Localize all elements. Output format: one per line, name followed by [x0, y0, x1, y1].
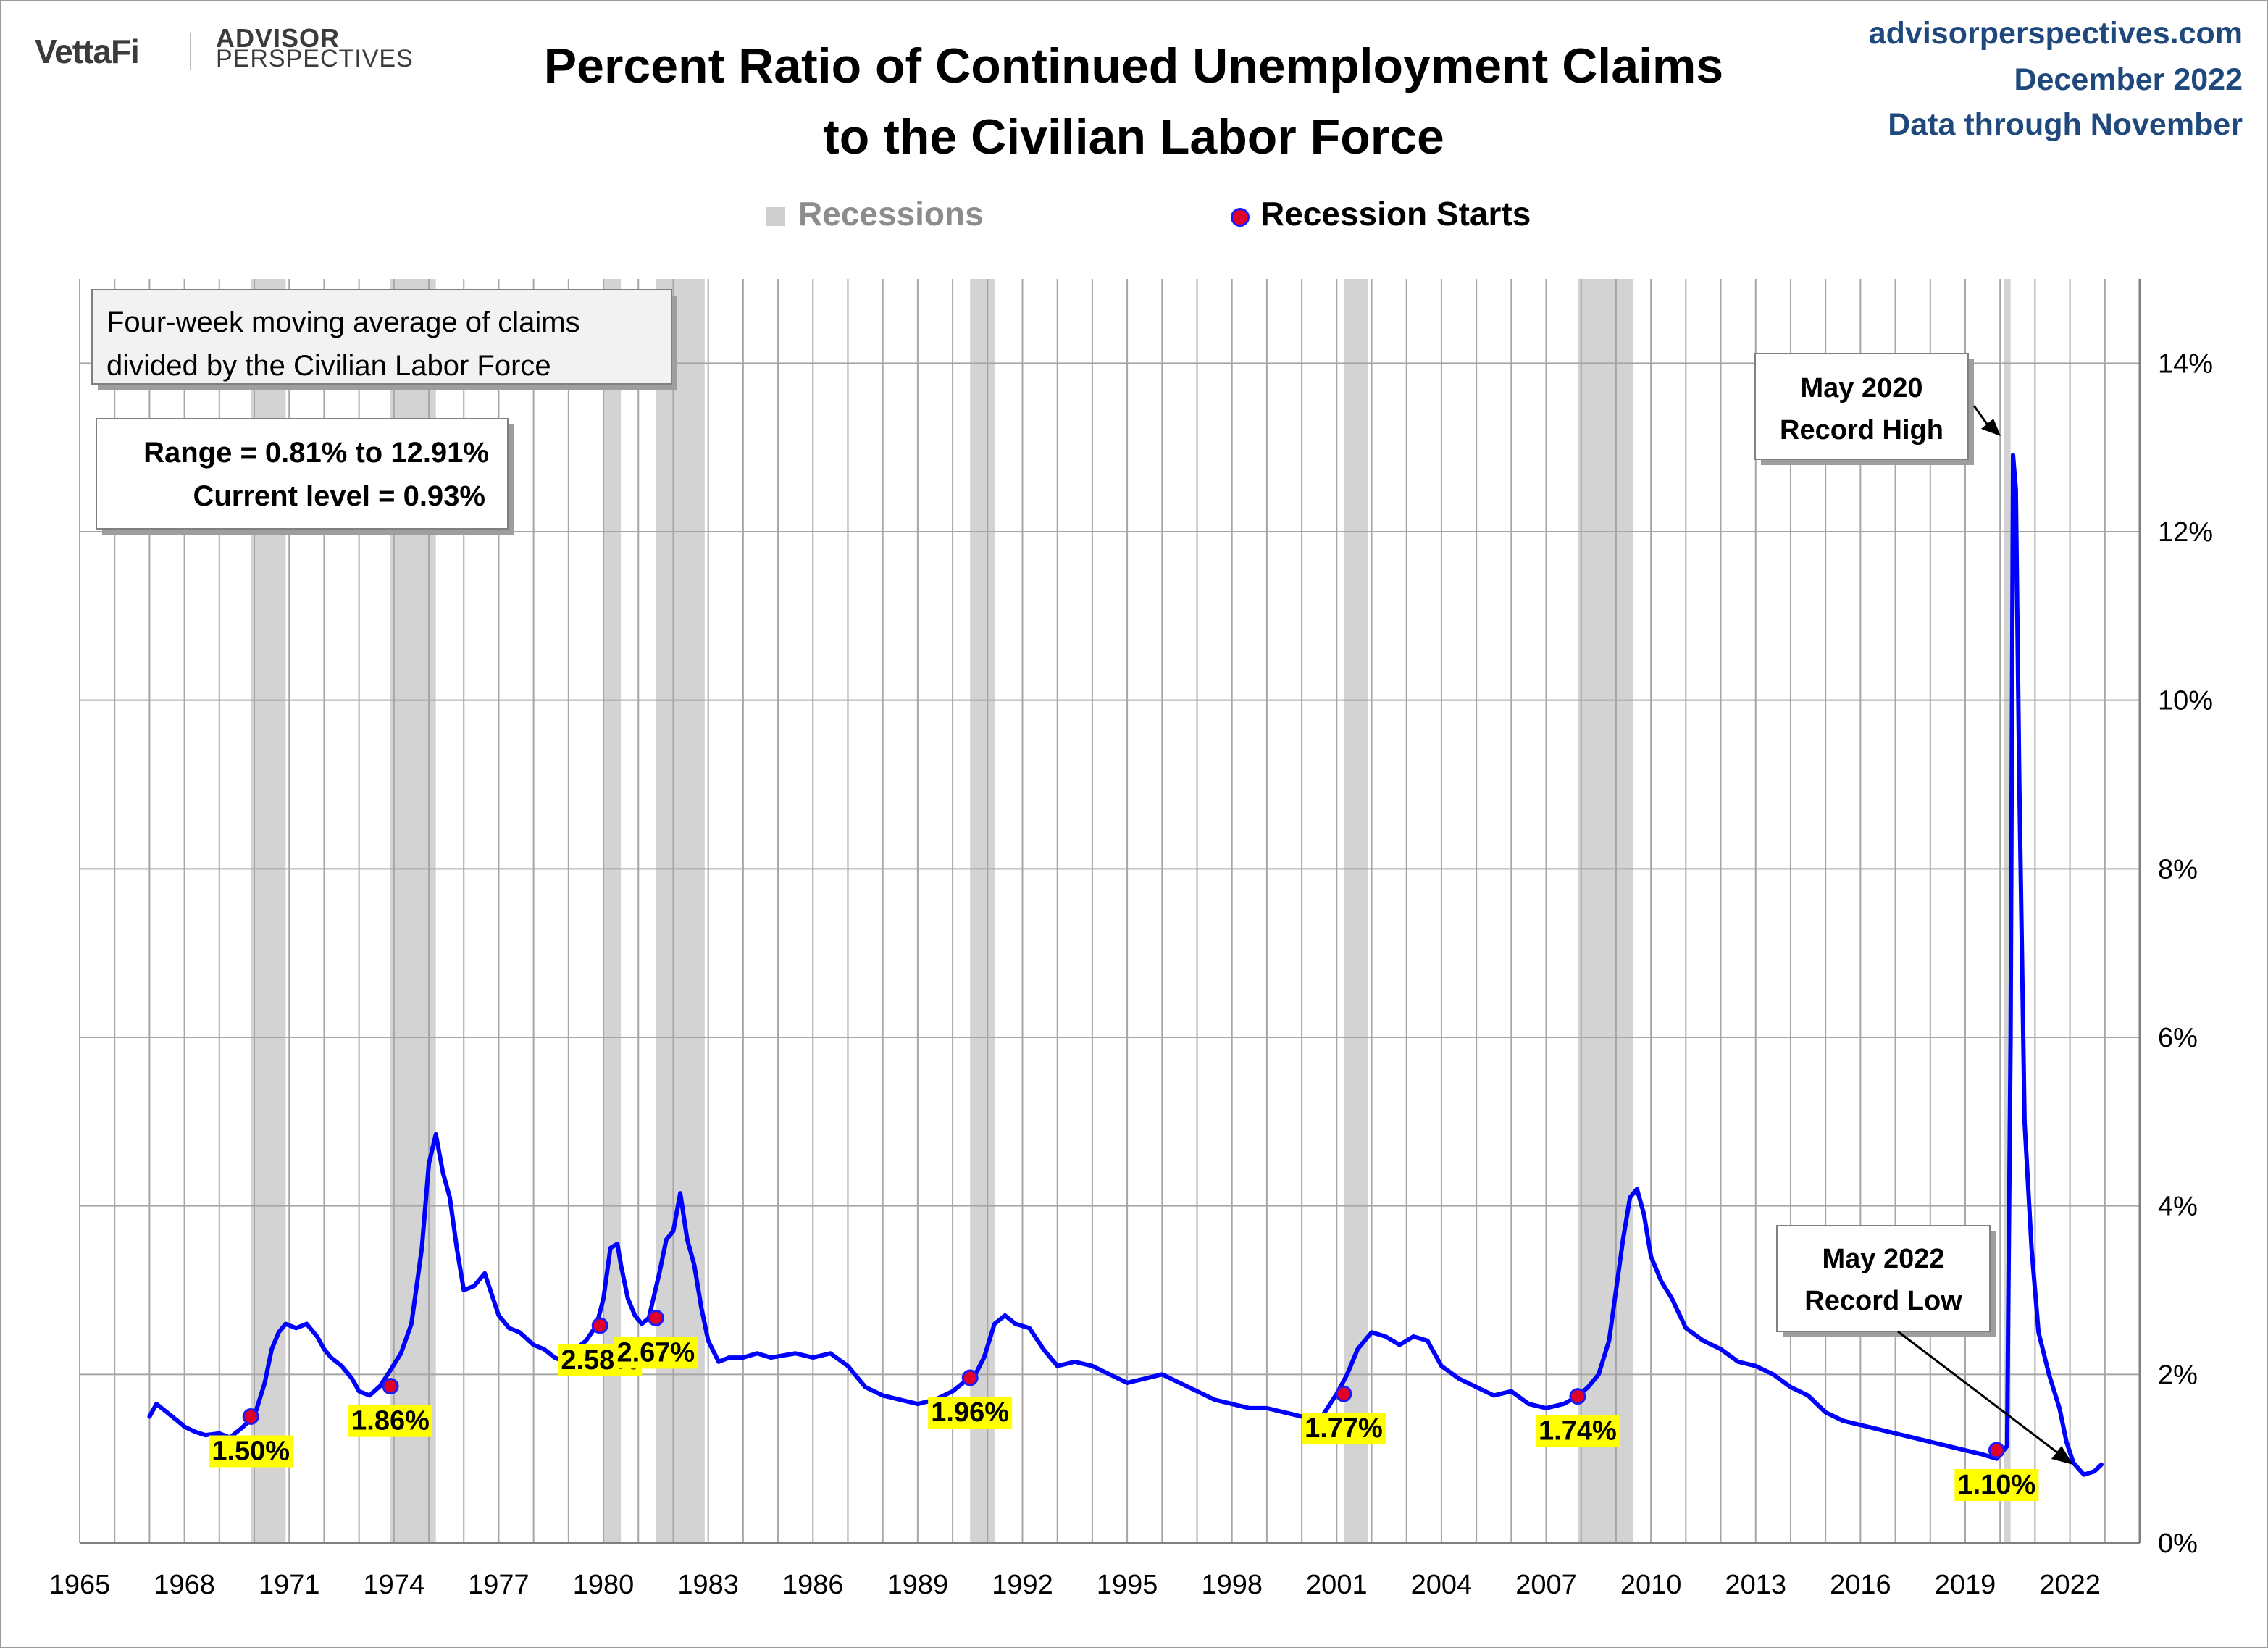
x-tick-label: 2001	[1306, 1570, 1368, 1600]
legend-recessions-label: Recessions	[798, 195, 984, 233]
x-tick-label: 1995	[1097, 1570, 1158, 1600]
x-tick-label: 2013	[1725, 1570, 1786, 1600]
x-tick-label: 2010	[1620, 1570, 1682, 1600]
recession-start-label: 1.74%	[1539, 1416, 1617, 1447]
recession-start-label-bg	[1535, 1415, 1620, 1447]
x-tick-label: 1971	[259, 1570, 320, 1600]
chart-title-line1: Percent Ratio of Continued Unemployment …	[543, 38, 1724, 93]
x-tick-label: 2007	[1515, 1570, 1577, 1600]
source-note: Data through November	[1888, 107, 2243, 142]
recession-start-label-bg	[209, 1435, 293, 1468]
recession-band	[2004, 279, 2011, 1543]
recession-start-label: 1.86%	[351, 1406, 430, 1436]
recession-start-label: 1.96%	[931, 1397, 1009, 1428]
x-tick-label: 2022	[2039, 1570, 2101, 1600]
note-text-line2: divided by the Civilian Labor Force	[106, 350, 551, 382]
recession-band	[1343, 279, 1368, 1543]
recession-start-label: 2.67%	[616, 1337, 695, 1368]
record-high-arrow-line	[1972, 405, 1990, 427]
x-tick-label: 1968	[154, 1570, 215, 1600]
record-high-text-line1: May 2020	[1800, 373, 1922, 403]
chart-title-line2: to the Civilian Labor Force	[823, 109, 1444, 164]
y-tick-label: 4%	[2158, 1192, 2198, 1222]
range-text: Range = 0.81% to 12.91%	[143, 437, 489, 469]
series-line	[147, 453, 2104, 1477]
record-low-box	[1776, 1225, 1991, 1332]
x-tick-label: 1983	[677, 1570, 739, 1600]
x-tick-label: 1998	[1201, 1570, 1263, 1600]
source-site: advisorperspectives.com	[1868, 16, 2243, 51]
source-date: December 2022	[2014, 62, 2243, 97]
current-level-text: Current level = 0.93%	[193, 480, 485, 512]
record-low-text-line1: May 2022	[1822, 1244, 1944, 1274]
recession-band	[970, 279, 995, 1543]
x-tick-label: 1980	[573, 1570, 635, 1600]
x-tick-label: 1986	[782, 1570, 844, 1600]
record-high-arrowhead	[1981, 419, 2001, 436]
legend-recession-starts-label: Recession Starts	[1260, 195, 1531, 233]
recession-start-label: 1.50%	[212, 1436, 290, 1467]
logo-separator	[190, 33, 191, 70]
recession-start-label-bg	[614, 1337, 698, 1369]
record-low-text-line2: Record Low	[1804, 1286, 1962, 1316]
recession-start-marker	[1988, 1442, 2005, 1459]
x-tick-label: 2016	[1830, 1570, 1891, 1600]
x-tick-label: 1992	[992, 1570, 1053, 1600]
recession-start-marker	[1335, 1385, 1352, 1402]
recession-start-label-bg	[928, 1396, 1013, 1429]
legend-recession-start-marker	[1231, 208, 1250, 227]
recession-start-label: 1.10%	[1957, 1470, 2035, 1500]
record-low-arrow-line	[1897, 1330, 2058, 1454]
legend-recessions-swatch	[766, 207, 785, 226]
note-box	[91, 289, 672, 385]
recession-start-marker	[591, 1317, 608, 1334]
x-tick-label: 1977	[468, 1570, 530, 1600]
y-tick-label: 14%	[2158, 348, 2213, 379]
range-box	[96, 418, 509, 530]
advisor-perspectives-logo-bottom: PERSPECTIVES	[216, 45, 414, 72]
record-high-box	[1754, 353, 1969, 460]
note-text-line1: Four-week moving average of claims	[106, 306, 580, 338]
recession-band	[1577, 279, 1634, 1543]
advisor-perspectives-logo-top: ADVISOR	[216, 23, 340, 53]
recession-start-marker	[242, 1408, 259, 1425]
recession-band	[603, 279, 622, 1543]
recession-start-label-bg	[1954, 1469, 2039, 1502]
y-tick-label: 6%	[2158, 1023, 2198, 1053]
x-tick-label: 1974	[364, 1570, 425, 1600]
record-low-arrowhead	[2051, 1446, 2073, 1465]
record-high-text-line2: Record High	[1780, 415, 1943, 446]
y-tick-label: 2%	[2158, 1360, 2198, 1390]
x-tick-label: 1989	[887, 1570, 949, 1600]
y-tick-label: 10%	[2158, 686, 2213, 716]
x-tick-label: 1965	[49, 1570, 111, 1600]
recession-band	[656, 279, 705, 1543]
recession-start-label-bg	[348, 1405, 433, 1437]
y-tick-label: 8%	[2158, 854, 2198, 884]
recession-start-label: 1.77%	[1305, 1413, 1383, 1444]
y-tick-label: 0%	[2158, 1528, 2198, 1559]
x-tick-label: 2004	[1411, 1570, 1473, 1600]
x-tick-label: 2019	[1935, 1570, 1996, 1600]
recession-start-label-bg	[1301, 1413, 1386, 1445]
y-tick-label: 12%	[2158, 517, 2213, 548]
recession-start-marker	[382, 1378, 399, 1395]
vettafi-logo: VettaFi	[35, 33, 140, 70]
recession-start-marker	[1569, 1388, 1586, 1405]
recession-start-marker	[647, 1309, 664, 1326]
recession-start-marker	[961, 1369, 979, 1386]
